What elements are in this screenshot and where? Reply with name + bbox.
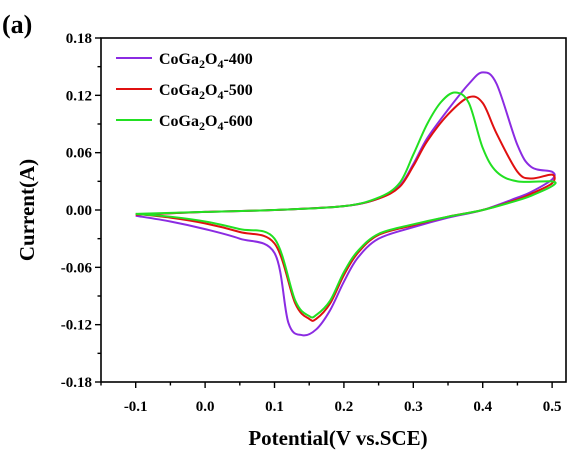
y-axis-title: Current(A): [15, 159, 39, 261]
y-tick-label: 0.12: [66, 88, 92, 104]
x-tick-label: 0.4: [473, 399, 492, 415]
series-lines: [135, 71, 557, 337]
plot-frame: [100, 37, 567, 383]
x-tick-label: 0.2: [335, 399, 354, 415]
legend-label: CoGa2O4-600: [159, 113, 253, 133]
y-tick-label: 0.00: [66, 203, 92, 219]
series-line-600: [135, 91, 557, 319]
legend-label: CoGa2O4-400: [159, 51, 253, 71]
series-line-500: [135, 95, 556, 322]
y-tick-label: -0.06: [61, 260, 93, 276]
x-tick-label: 0.0: [196, 399, 215, 415]
panel-label: (a): [2, 10, 32, 39]
legend-label: CoGa2O4-500: [159, 82, 253, 102]
legend: CoGa2O4-400 CoGa2O4-500 CoGa2O4-600: [116, 51, 253, 133]
y-tick-label: -0.18: [61, 375, 92, 391]
tick-labels: -0.1 0.0 0.1 0.2 0.3 0.4 0.5 -0.18 -0.12 -0.06 0.0…: [61, 31, 562, 415]
y-tick-label: 0.18: [66, 31, 92, 47]
x-axis-title: Potential(V vs.SCE): [248, 426, 427, 450]
y-tick-label: -0.12: [61, 318, 92, 334]
series-line-400: [135, 71, 556, 337]
x-tick-label: -0.1: [124, 399, 148, 415]
y-tick-label: 0.06: [66, 146, 93, 162]
x-tick-label: 0.3: [404, 399, 423, 415]
x-tick-label: 0.5: [543, 399, 562, 415]
x-tick-label: 0.1: [265, 399, 284, 415]
